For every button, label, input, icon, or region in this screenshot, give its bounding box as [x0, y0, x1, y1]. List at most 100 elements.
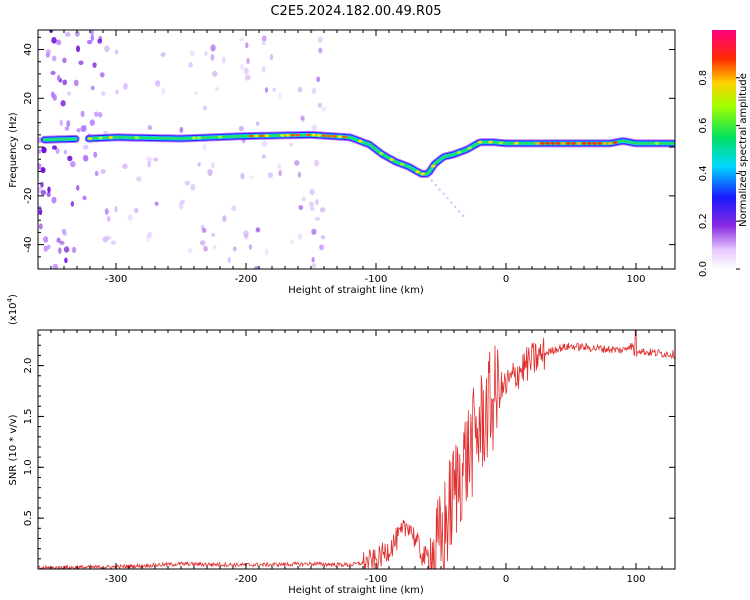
ridge-hotspot	[306, 133, 311, 137]
ridge-hotspot	[555, 142, 561, 145]
spectral-speckle	[73, 79, 79, 87]
spectral-speckle	[264, 87, 269, 93]
ridge-hotspot	[217, 135, 223, 139]
spectral-speckle	[90, 30, 94, 36]
spectral-speckle	[58, 247, 62, 255]
spectral-speckle	[261, 140, 268, 148]
snr-plot: -300 -200 -100 0 100 0.5 1.0 1.5 2.0 Height of s…	[6, 294, 676, 596]
spectral-speckle	[187, 247, 193, 253]
x-tick-label: 100	[626, 574, 645, 585]
spectral-speckle	[122, 163, 128, 170]
ridge-tail	[446, 197, 449, 200]
spectral-speckle	[52, 145, 57, 150]
spectral-speckle	[311, 228, 317, 235]
ridge-hotspot	[607, 142, 613, 145]
spectral-speckle	[127, 214, 133, 221]
spectral-speckle	[160, 52, 166, 57]
spectral-speckle	[147, 231, 153, 238]
spectral-speckle	[297, 171, 302, 178]
y-tick-label: 1.0	[23, 459, 34, 475]
spectral-speckle	[200, 224, 205, 231]
ridge-tail	[458, 210, 461, 213]
spectral-speckle	[319, 244, 325, 251]
spectral-speckle	[189, 50, 196, 57]
spectral-speckle	[301, 117, 305, 122]
spectral-speckle	[212, 70, 218, 77]
ridge-hotspot	[550, 142, 555, 145]
ridge-tail	[438, 188, 441, 191]
y-tick-label: 20	[23, 92, 34, 105]
spectral-speckle	[194, 90, 199, 96]
spectral-speckle	[319, 244, 324, 250]
ridge-hotspot	[498, 141, 503, 145]
spectral-speckle	[38, 149, 42, 154]
ridge-hotspot	[654, 142, 659, 145]
ridge-hotspot	[420, 172, 425, 176]
spectral-speckle	[40, 166, 46, 174]
ridge-hotspot	[399, 162, 405, 166]
spectral-speckle	[59, 240, 65, 246]
spectral-speckle	[60, 100, 66, 107]
ridge-hotspot	[264, 134, 269, 138]
spectral-speckle	[72, 246, 77, 254]
spectral-speckle	[50, 70, 56, 76]
spectral-speckle	[50, 91, 55, 99]
spectral-speckle	[179, 126, 184, 134]
spectral-speckle	[64, 257, 68, 264]
spectral-speckle	[104, 208, 109, 215]
spectral-speckle	[316, 76, 321, 83]
ridge-hotspot	[545, 142, 550, 145]
spectral-speckle	[136, 176, 142, 182]
x-tick-label: 0	[503, 574, 509, 585]
spectral-speckle	[211, 162, 215, 169]
spectral-speckle	[134, 207, 139, 214]
spectral-speckle	[301, 196, 306, 202]
spectral-speckle	[90, 34, 94, 42]
spectral-speckle	[86, 39, 93, 45]
ridge-hotspot	[514, 142, 519, 145]
ridge-tail	[461, 214, 465, 218]
spectral-speckle	[154, 80, 161, 87]
spectral-speckle	[294, 160, 300, 166]
colorbar-tick-label: 0.6	[698, 118, 709, 134]
spectral-speckle	[202, 227, 207, 233]
spectral-speckle	[40, 189, 47, 196]
spectral-speckle	[309, 188, 315, 196]
spectral-speckle	[278, 92, 282, 100]
x-tick-label: 100	[626, 274, 645, 285]
spectral-speckle	[309, 206, 315, 211]
spectral-speckle	[89, 119, 95, 126]
spectral-speckle	[264, 248, 269, 256]
spectral-speckle	[298, 205, 304, 211]
spectral-speckle	[146, 156, 152, 163]
spectral-speckle	[222, 56, 226, 64]
ridge-hotspot	[602, 142, 607, 145]
spectral-speckle	[153, 157, 159, 162]
spectral-speckle	[93, 151, 98, 158]
x-tick-label: -200	[235, 574, 258, 585]
spectral-speckle	[261, 154, 266, 159]
ridge-hotspot	[597, 142, 602, 145]
spectral-speckle	[321, 106, 327, 112]
spectral-speckle	[255, 121, 260, 126]
ridge-hotspot	[98, 136, 103, 140]
ridge-tail	[450, 201, 453, 204]
spectral-speckle	[243, 67, 249, 75]
ridge-tail	[434, 183, 437, 187]
ridge-hotspot	[477, 140, 483, 144]
spectral-speckle	[147, 161, 152, 168]
spectral-speckle	[278, 169, 282, 177]
spectral-speckle	[311, 124, 318, 132]
spectrogram-marks	[38, 30, 675, 269]
spectral-speckle	[78, 60, 84, 66]
spectral-speckle	[215, 86, 219, 92]
spectral-speckle	[261, 66, 266, 73]
spectral-speckle	[311, 263, 317, 269]
spectral-speckle	[197, 162, 201, 167]
spectral-speckle	[83, 144, 89, 150]
spectral-speckle	[297, 233, 303, 240]
spectral-speckle	[41, 146, 47, 154]
ridge-hotspot	[488, 140, 493, 144]
spectral-speckle	[207, 169, 213, 177]
